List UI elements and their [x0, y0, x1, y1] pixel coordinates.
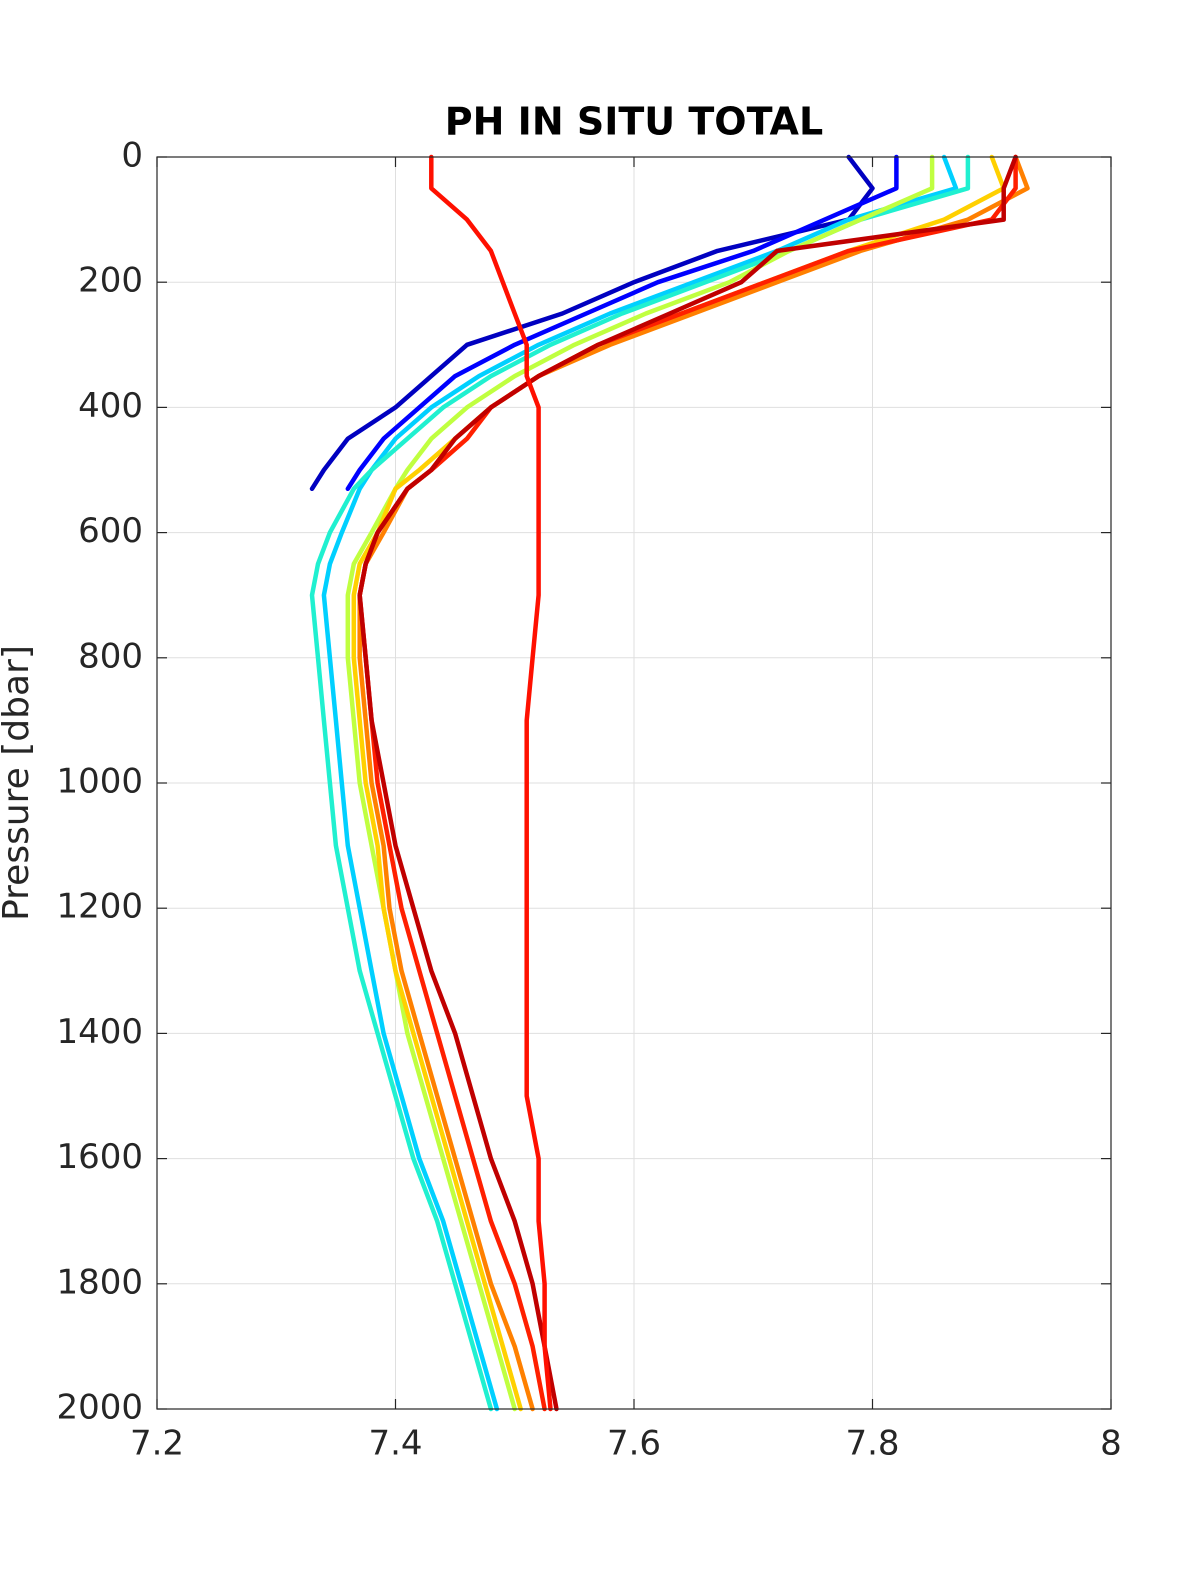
- y-tick-label: 200: [78, 261, 143, 301]
- plot-frame: [156, 156, 1112, 1410]
- profile-line: [309, 154, 971, 1412]
- chart-title: PH IN SITU TOTAL: [445, 100, 823, 144]
- x-tick-label: 7.4: [368, 1424, 422, 1464]
- profile-line: [429, 154, 553, 1412]
- x-tick-label: 7.6: [607, 1424, 661, 1464]
- y-tick-label: 2000: [56, 1388, 143, 1428]
- y-tick-label: 1800: [56, 1262, 143, 1302]
- y-tick-label: 1000: [56, 762, 143, 802]
- y-tick-label: 1400: [56, 1012, 143, 1052]
- profile-line: [321, 154, 959, 1412]
- x-tick-label: 7.8: [845, 1424, 899, 1464]
- profile-line: [345, 154, 899, 492]
- profile-line: [309, 154, 875, 492]
- x-tick-label: 7.2: [130, 1424, 184, 1464]
- y-tick-label: 600: [78, 511, 143, 551]
- profile-line: [357, 154, 1018, 1412]
- y-tick-label: 1600: [56, 1137, 143, 1177]
- profile-line: [345, 154, 935, 1412]
- y-axis-label: Pressure [dbar]: [0, 645, 37, 921]
- y-tick-label: 800: [78, 636, 143, 676]
- x-tick-label: 8: [1100, 1424, 1122, 1464]
- y-tick-label: 400: [78, 386, 143, 426]
- y-tick-label: 0: [121, 136, 143, 176]
- y-tick-label: 1200: [56, 887, 143, 927]
